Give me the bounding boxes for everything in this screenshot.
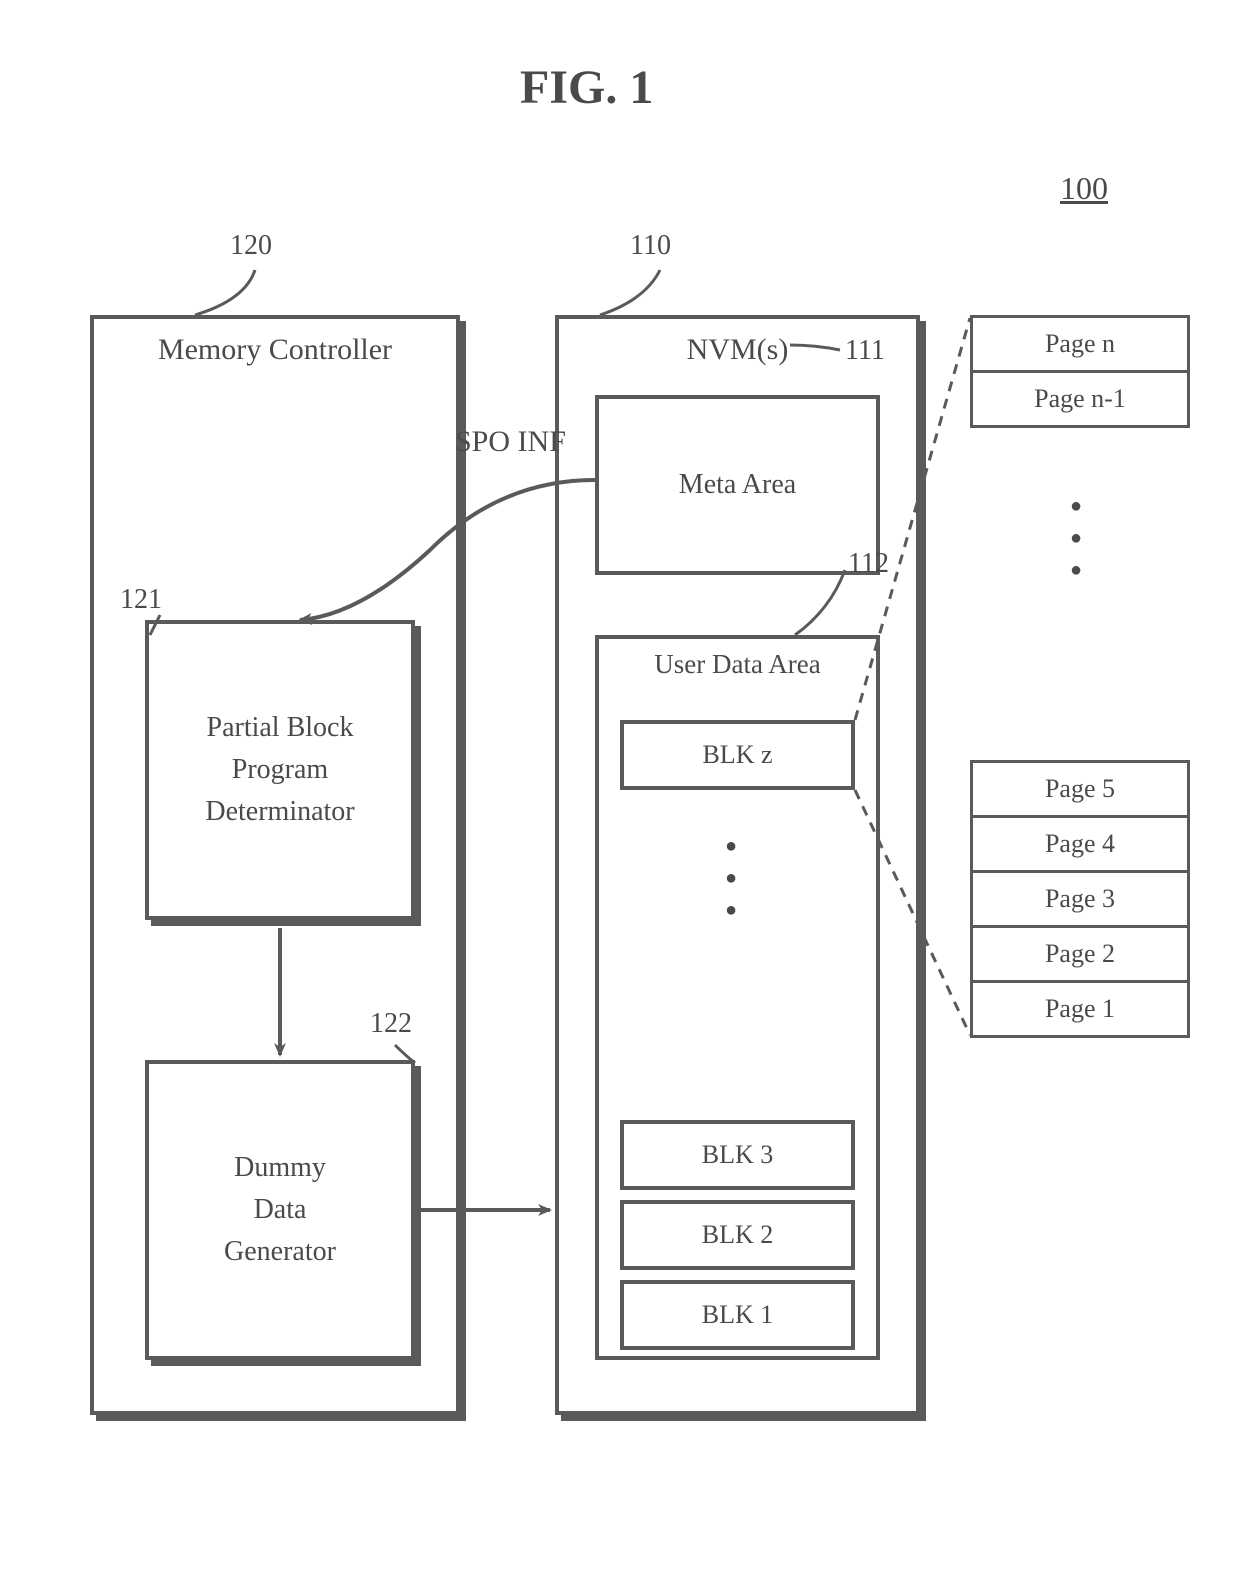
page-4: Page 4	[970, 815, 1190, 873]
pages-bottom-group: Page 5 Page 4 Page 3 Page 2 Page 1	[970, 760, 1190, 1038]
page-n: Page n	[970, 315, 1190, 373]
partial-block-line3: Determinator	[205, 791, 354, 833]
nvm-title-ref: 111	[845, 335, 885, 367]
spo-inf-label: SPO INF	[455, 425, 566, 459]
page-n-1: Page n-1	[970, 370, 1190, 428]
figure-title: FIG. 1	[520, 60, 653, 115]
user-data-area-ref: 112	[848, 548, 889, 580]
blk-3: BLK 3	[620, 1120, 855, 1190]
page-1: Page 1	[970, 980, 1190, 1038]
memory-controller-ref: 120	[230, 230, 272, 262]
blk-dots: ●●●	[725, 830, 737, 926]
pages-top-group: Page n Page n-1	[970, 315, 1190, 428]
dummy-data-box: Dummy Data Generator	[145, 1060, 415, 1360]
blk-1: BLK 1	[620, 1280, 855, 1350]
dummy-data-line2: Data	[254, 1189, 307, 1231]
user-data-area-label: User Data Area	[599, 649, 876, 680]
memory-controller-title: Memory Controller	[94, 333, 456, 367]
page-2: Page 2	[970, 925, 1190, 983]
dummy-data-line1: Dummy	[234, 1147, 326, 1189]
nvm-ref: 110	[630, 230, 671, 262]
partial-block-box: Partial Block Program Determinator	[145, 620, 415, 920]
meta-area-label: Meta Area	[679, 469, 796, 501]
partial-block-line2: Program	[232, 749, 328, 791]
blk-2: BLK 2	[620, 1200, 855, 1270]
dummy-data-line3: Generator	[224, 1231, 336, 1273]
meta-area-box: Meta Area	[595, 395, 880, 575]
page-5: Page 5	[970, 760, 1190, 818]
blk-z: BLK z	[620, 720, 855, 790]
dummy-data-ref: 122	[370, 1008, 412, 1040]
partial-block-ref: 121	[120, 584, 162, 616]
system-ref: 100	[1060, 170, 1108, 207]
partial-block-line1: Partial Block	[207, 707, 354, 749]
page-3: Page 3	[970, 870, 1190, 928]
page-dots: ●●●	[1070, 490, 1082, 586]
